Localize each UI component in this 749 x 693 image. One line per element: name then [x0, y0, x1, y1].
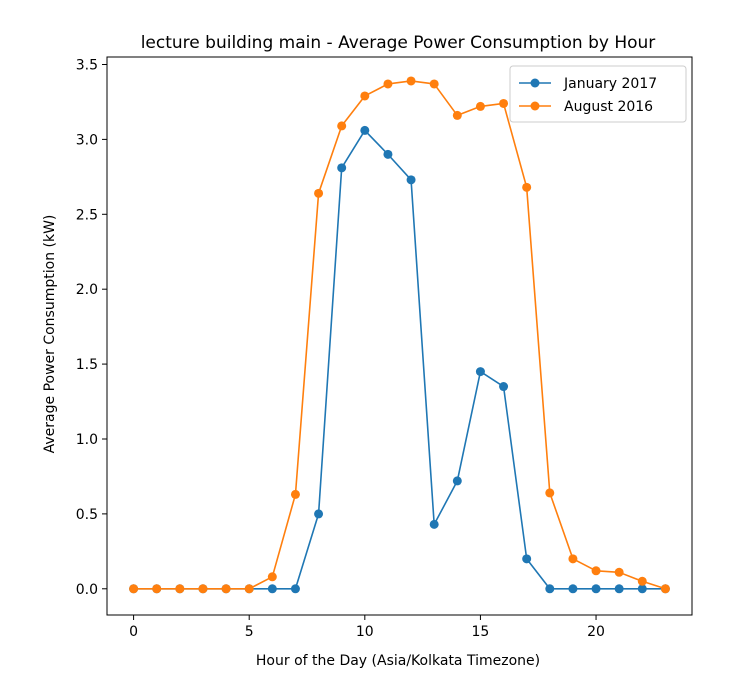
- data-point-august-2016: [290, 489, 300, 499]
- data-point-august-2016: [221, 584, 231, 594]
- x-tick-label: 20: [587, 624, 605, 640]
- data-point-january-2017: [545, 584, 555, 594]
- x-tick-label: 15: [472, 624, 490, 640]
- data-point-august-2016: [660, 584, 670, 594]
- plot-area: 0 5 10 15 20 0.0 0.5 1.0 1.5 2.0 2.5 3.0 3.5: [76, 56, 693, 640]
- data-point-august-2016: [568, 554, 578, 564]
- data-point-january-2017: [568, 584, 578, 594]
- y-tick-label: 1.0: [76, 432, 98, 448]
- y-tick-label: 0.5: [76, 507, 98, 523]
- data-point-august-2016: [244, 584, 254, 594]
- legend: January 2017 August 2016: [509, 65, 687, 123]
- data-point-august-2016: [475, 101, 485, 111]
- data-point-august-2016: [452, 110, 462, 120]
- data-point-january-2017: [522, 554, 532, 564]
- data-point-august-2016: [152, 584, 162, 594]
- data-point-august-2016: [522, 182, 532, 192]
- data-point-january-2017: [591, 584, 601, 594]
- data-point-august-2016: [637, 576, 647, 586]
- data-point-august-2016: [614, 567, 624, 577]
- data-point-august-2016: [545, 488, 555, 498]
- data-point-august-2016: [337, 121, 347, 131]
- y-tick-label: 3.0: [76, 132, 98, 148]
- data-point-january-2017: [267, 584, 277, 594]
- x-tick-label: 10: [356, 624, 374, 640]
- data-point-january-2017: [429, 519, 439, 529]
- chart-title: lecture building main - Average Power Co…: [141, 33, 656, 53]
- data-point-august-2016: [499, 98, 509, 108]
- data-point-january-2017: [614, 584, 624, 594]
- y-tick-label: 2.5: [76, 207, 98, 223]
- data-point-january-2017: [499, 382, 509, 392]
- series-line-august-2016: [133, 80, 666, 590]
- data-point-january-2017: [475, 367, 485, 377]
- data-point-august-2016: [129, 584, 139, 594]
- data-point-january-2017: [290, 584, 300, 594]
- data-point-august-2016: [591, 566, 601, 576]
- x-tick-label: 0: [129, 624, 138, 640]
- data-point-january-2017: [360, 125, 370, 135]
- data-point-january-2017: [452, 476, 462, 486]
- data-point-august-2016: [314, 188, 324, 198]
- data-point-august-2016: [429, 79, 439, 89]
- data-point-january-2017: [383, 149, 393, 159]
- legend-marker-august-2016: [530, 101, 540, 111]
- data-point-august-2016: [175, 584, 185, 594]
- data-point-august-2016: [360, 91, 370, 101]
- data-point-august-2016: [198, 584, 208, 594]
- data-point-january-2017: [406, 175, 416, 185]
- y-tick-label: 3.5: [76, 57, 98, 73]
- series-line-january-2017: [133, 129, 666, 590]
- data-point-january-2017: [314, 509, 324, 519]
- x-tick-label: 5: [245, 624, 254, 640]
- legend-label-january-2017: January 2017: [563, 76, 657, 92]
- data-point-august-2016: [383, 79, 393, 89]
- x-axis-label: Hour of the Day (Asia/Kolkata Timezone): [256, 653, 540, 669]
- y-tick-label: 2.0: [76, 282, 98, 298]
- y-axis-label: Average Power Consumption (kW): [42, 215, 58, 454]
- data-point-january-2017: [337, 163, 347, 173]
- legend-marker-january-2017: [530, 78, 540, 88]
- y-tick-label: 0.0: [76, 582, 98, 598]
- y-tick-label: 1.5: [76, 357, 98, 373]
- legend-label-august-2016: August 2016: [564, 99, 653, 115]
- data-point-january-2017: [637, 584, 647, 594]
- data-point-august-2016: [406, 76, 416, 86]
- data-point-august-2016: [267, 572, 277, 582]
- plot-frame: [106, 56, 693, 616]
- legend-frame: [509, 65, 687, 123]
